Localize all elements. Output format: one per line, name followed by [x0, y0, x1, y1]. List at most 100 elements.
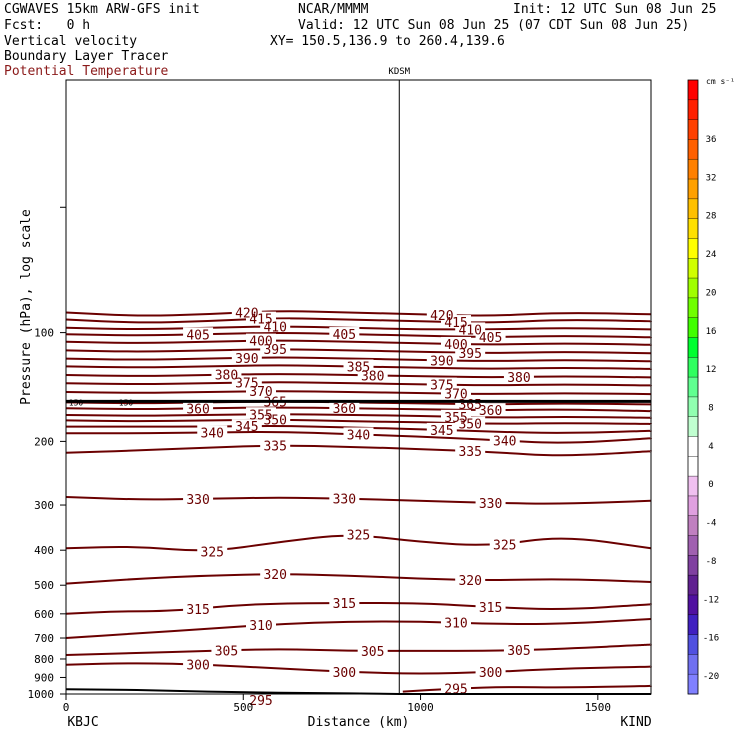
- colorbar-swatch: [688, 238, 698, 259]
- y-tick-label: 800: [34, 653, 54, 666]
- contour-label: 410: [458, 323, 481, 338]
- contour-label-bg: [246, 618, 276, 633]
- colorbar-tick-label: -12: [703, 595, 719, 605]
- contour-label: 315: [186, 603, 209, 618]
- contour-label: 370: [249, 385, 272, 400]
- contour-label: 340: [493, 435, 516, 450]
- contour-label-bg: [357, 368, 388, 383]
- contour-label-bg: [231, 419, 262, 434]
- contour-label: 345: [430, 424, 453, 439]
- contour-label-bg: [455, 444, 486, 459]
- contour-line: [65, 444, 652, 457]
- contour-label-bg: [260, 566, 291, 581]
- x-axis-label: Distance (km): [308, 715, 410, 730]
- field-boundary-layer-tracer: Boundary Layer Tracer: [4, 49, 169, 64]
- contour-label: 300: [186, 658, 209, 673]
- contour-label-bg: [260, 438, 291, 453]
- contour-label-bg: [197, 544, 228, 559]
- colorbar-swatch: [688, 535, 698, 556]
- contour-label-bg: [343, 527, 374, 542]
- colorbar-tick-label: 0: [708, 480, 713, 490]
- colorbar-tick-label: 12: [706, 365, 717, 375]
- colorbar-tick-label: 16: [706, 327, 717, 337]
- contour-label-bg: [183, 401, 214, 416]
- contour-label-bg: [183, 491, 214, 506]
- contour-label: 420: [235, 306, 258, 321]
- terrain-line: [65, 688, 651, 695]
- colorbar-tick-label: -8: [706, 557, 717, 567]
- colorbar-swatch: [688, 396, 698, 418]
- contour-label: 305: [507, 644, 530, 659]
- colorbar-swatch: [688, 179, 698, 200]
- contour-line: [66, 425, 652, 434]
- contour-label: 405: [186, 328, 209, 343]
- x-tick-label: 1000: [407, 701, 434, 714]
- contour-label: 310: [249, 619, 272, 634]
- contour-label: 345: [235, 420, 258, 435]
- contour-label: 355: [444, 411, 467, 426]
- colorbar-swatch: [688, 416, 698, 438]
- contour-label: 325: [347, 529, 370, 544]
- contour-label: 370: [444, 388, 467, 403]
- contour-label: 295: [249, 694, 272, 709]
- colorbar-frame: [687, 79, 699, 695]
- y-axis-label: Pressure (hPa), log scale: [19, 209, 34, 405]
- contour-label: 300: [333, 666, 356, 681]
- contour-label-bg: [183, 601, 214, 616]
- contour-label-bg: [455, 416, 486, 431]
- contour-label-bg: [329, 327, 360, 342]
- colorbar-swatch: [688, 198, 698, 220]
- colorbar-tick-label: 28: [706, 212, 717, 222]
- contour-label: 405: [333, 328, 356, 343]
- colorbar-swatch: [688, 337, 698, 358]
- colorbar-swatch: [688, 159, 698, 180]
- colorbar-unit: cm s⁻¹: [706, 77, 735, 86]
- colorbar-swatch: [688, 495, 698, 517]
- contour-label: 350: [458, 417, 481, 432]
- contour-label-bg: [426, 353, 457, 368]
- contour-label-bg: [475, 403, 506, 418]
- contour-label: 315: [333, 597, 356, 612]
- contour-label-bg: [183, 657, 214, 672]
- tropopause-label: 150: [119, 398, 134, 407]
- contour-label-bg: [211, 643, 242, 658]
- contour-label: 385: [347, 361, 370, 376]
- contour-line: [65, 317, 652, 324]
- contour-label-bg: [357, 643, 388, 658]
- contour-label-bg: [183, 327, 214, 342]
- contour-label-bg: [475, 330, 506, 345]
- station-label: KDSM: [388, 67, 410, 77]
- contour-label: 300: [479, 666, 502, 681]
- colorbar-swatch: [688, 278, 698, 299]
- contour-label: 310: [444, 617, 467, 632]
- colorbar-swatch: [688, 654, 698, 675]
- contour-line: [65, 413, 652, 419]
- contour-line: [65, 373, 652, 379]
- colorbar-swatch: [688, 436, 698, 457]
- field-vertical-velocity: Vertical velocity: [4, 34, 138, 49]
- colorbar-swatch: [688, 674, 698, 695]
- forecast-hour: Fcst: 0 h: [4, 18, 91, 33]
- colorbar-swatch: [688, 357, 698, 378]
- contour-label: 400: [249, 335, 272, 350]
- colorbar-swatch: [688, 317, 698, 338]
- contour-label: 355: [249, 408, 272, 423]
- contour-label-bg: [503, 369, 534, 384]
- contour-label: 360: [333, 402, 356, 417]
- x-tick-label: 500: [233, 701, 253, 714]
- contour-label: 380: [215, 369, 238, 384]
- contour-label-bg: [455, 572, 486, 587]
- contour-label-bg: [329, 595, 360, 610]
- y-tick-label: 700: [34, 632, 54, 645]
- colorbar-swatch: [688, 99, 698, 121]
- contour-label: 295: [444, 682, 467, 697]
- colorbar-swatch: [688, 634, 698, 655]
- left-endpoint-label: KBJC: [67, 715, 98, 730]
- colorbar-tick-label: 36: [706, 135, 717, 145]
- y-tick-label: 100: [34, 327, 54, 340]
- contour-label-bg: [441, 615, 471, 630]
- xy-range: XY= 150.5,136.9 to 260.4,139.6: [270, 34, 505, 49]
- colorbar-tick-label: 20: [706, 288, 717, 298]
- contour-label: 400: [444, 338, 467, 353]
- org-label: NCAR/MMMM: [298, 2, 369, 17]
